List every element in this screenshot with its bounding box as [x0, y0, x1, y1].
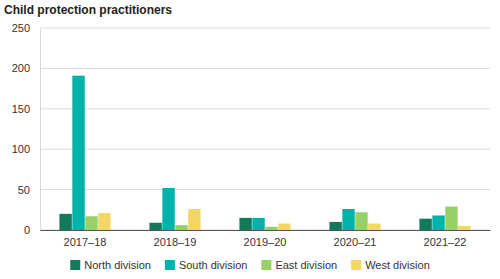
grid-line	[40, 189, 490, 190]
bar	[175, 225, 187, 230]
bar	[265, 227, 277, 230]
legend: North division South division East divisio…	[70, 259, 430, 271]
plot: 0 50 100 150 200 250 2017–18 2018–19 2019–20 2020…	[12, 22, 491, 248]
title: Child protection practitioners	[4, 3, 172, 17]
legend-swatch	[261, 260, 271, 270]
bar	[458, 226, 470, 230]
legend-swatch	[70, 260, 80, 270]
bar	[329, 222, 341, 230]
y-tick: 100	[12, 143, 40, 155]
legend-label: South division	[179, 259, 248, 271]
y-axis: 0 50 100 150 200 250	[12, 22, 41, 236]
x-tick-label: 2021–22	[424, 236, 467, 248]
x-tick-label: 2017–18	[64, 236, 107, 248]
x-tick: 2020–21	[334, 230, 377, 248]
bar-series	[59, 214, 431, 230]
bar	[355, 212, 367, 230]
y-tick: 0	[24, 224, 40, 236]
legend-item: East division	[261, 259, 337, 271]
y-tick: 200	[12, 62, 40, 74]
bar	[239, 218, 251, 230]
x-tick: 2021–22	[424, 230, 467, 248]
bar-series	[72, 76, 444, 230]
bar	[342, 209, 354, 230]
bars	[59, 76, 470, 230]
grid-line	[40, 68, 490, 69]
y-tick-label: 0	[24, 224, 30, 236]
bar-series	[98, 209, 470, 230]
bar	[149, 223, 161, 230]
x-axis: 2017–18 2018–19 2019–20 2020–21 2021–22	[41, 230, 491, 248]
legend-item: South division	[165, 259, 248, 271]
x-tick: 2017–18	[64, 230, 107, 248]
bar	[59, 214, 71, 230]
legend-swatch	[165, 260, 175, 270]
bar	[445, 207, 457, 230]
legend-label: East division	[275, 259, 337, 271]
bar	[368, 224, 380, 230]
bar	[85, 216, 97, 230]
grid-line	[40, 28, 490, 29]
x-tick-label: 2019–20	[244, 236, 287, 248]
legend-label: North division	[84, 259, 151, 271]
legend-item: West division	[351, 259, 430, 271]
bar	[432, 215, 444, 230]
y-tick-label: 100	[12, 143, 30, 155]
legend-label: West division	[365, 259, 430, 271]
y-tick: 150	[12, 103, 40, 115]
y-tick-label: 150	[12, 103, 30, 115]
grid-line	[40, 108, 490, 109]
x-tick: 2019–20	[244, 230, 287, 248]
bar	[278, 224, 290, 230]
grid-line	[40, 149, 490, 150]
x-tick-label: 2020–21	[334, 236, 377, 248]
bar	[252, 218, 264, 230]
legend-item: North division	[70, 259, 151, 271]
bar-series	[85, 207, 457, 230]
bar	[419, 219, 431, 230]
x-tick-label: 2018–19	[154, 236, 197, 248]
y-tick-label: 200	[12, 62, 30, 74]
legend-swatch	[351, 260, 361, 270]
bar	[188, 209, 200, 230]
x-axis-line	[41, 230, 491, 231]
y-axis-line	[40, 29, 41, 231]
chart: Child protection practitioners 0 50 100 150 2…	[0, 0, 500, 279]
y-tick-label: 50	[18, 184, 30, 196]
y-tick: 50	[18, 184, 40, 196]
x-tick: 2018–19	[154, 230, 197, 248]
y-tick-label: 250	[12, 22, 30, 34]
bar	[98, 213, 110, 230]
y-tick: 250	[12, 22, 40, 34]
grid	[40, 28, 490, 230]
bar	[162, 188, 174, 230]
bar	[72, 76, 84, 230]
